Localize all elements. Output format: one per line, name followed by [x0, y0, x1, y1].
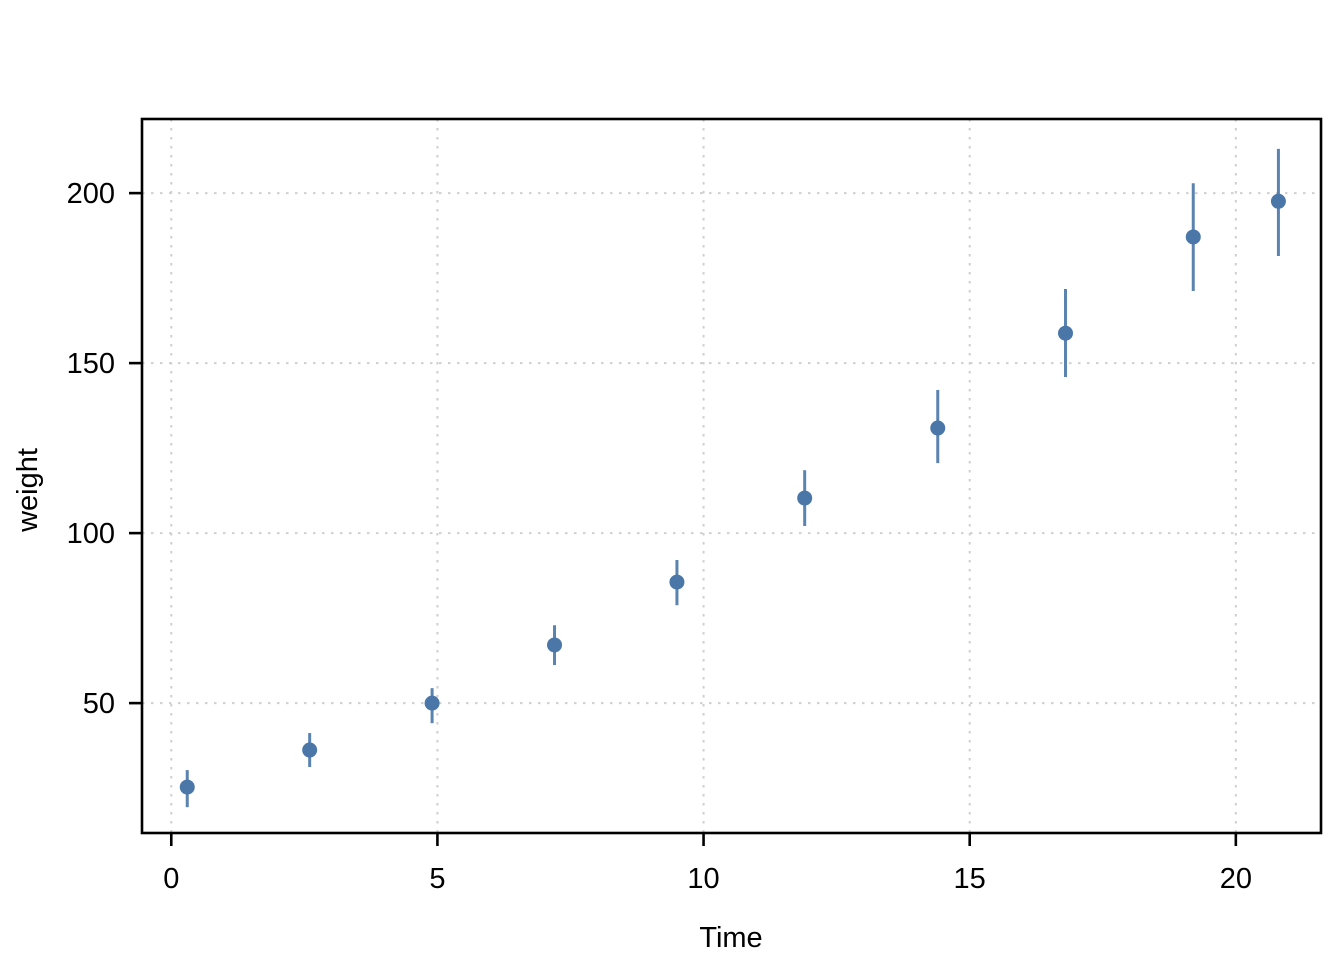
plot-border	[140, 117, 1323, 835]
y-tick-label: 200	[67, 178, 115, 210]
data-point	[547, 637, 563, 653]
data-point	[302, 742, 318, 758]
y-tick-label: 100	[67, 518, 115, 550]
x-axis: 0 5 10 15 20	[163, 833, 1252, 895]
data-points	[179, 193, 1286, 795]
data-point	[179, 779, 195, 795]
x-tick-label: 15	[954, 863, 986, 895]
x-tick-label: 10	[687, 863, 719, 895]
data-point	[1270, 193, 1286, 209]
data-point	[669, 574, 685, 590]
y-tick-label: 150	[67, 348, 115, 380]
data-point	[797, 490, 813, 506]
data-point	[424, 695, 440, 711]
y-axis-title: weight	[12, 448, 44, 533]
data-point	[1058, 325, 1074, 341]
data-point	[1185, 229, 1201, 245]
y-axis: 50 100 150 200	[67, 178, 142, 720]
error-bars	[185, 148, 1280, 808]
x-tick-label: 0	[163, 863, 179, 895]
x-tick-label: 20	[1220, 863, 1252, 895]
gridlines	[142, 119, 1321, 833]
x-tick-label: 5	[429, 863, 445, 895]
y-tick-label: 50	[83, 688, 115, 720]
data-point	[930, 420, 946, 436]
x-axis-title: Time	[699, 922, 762, 954]
